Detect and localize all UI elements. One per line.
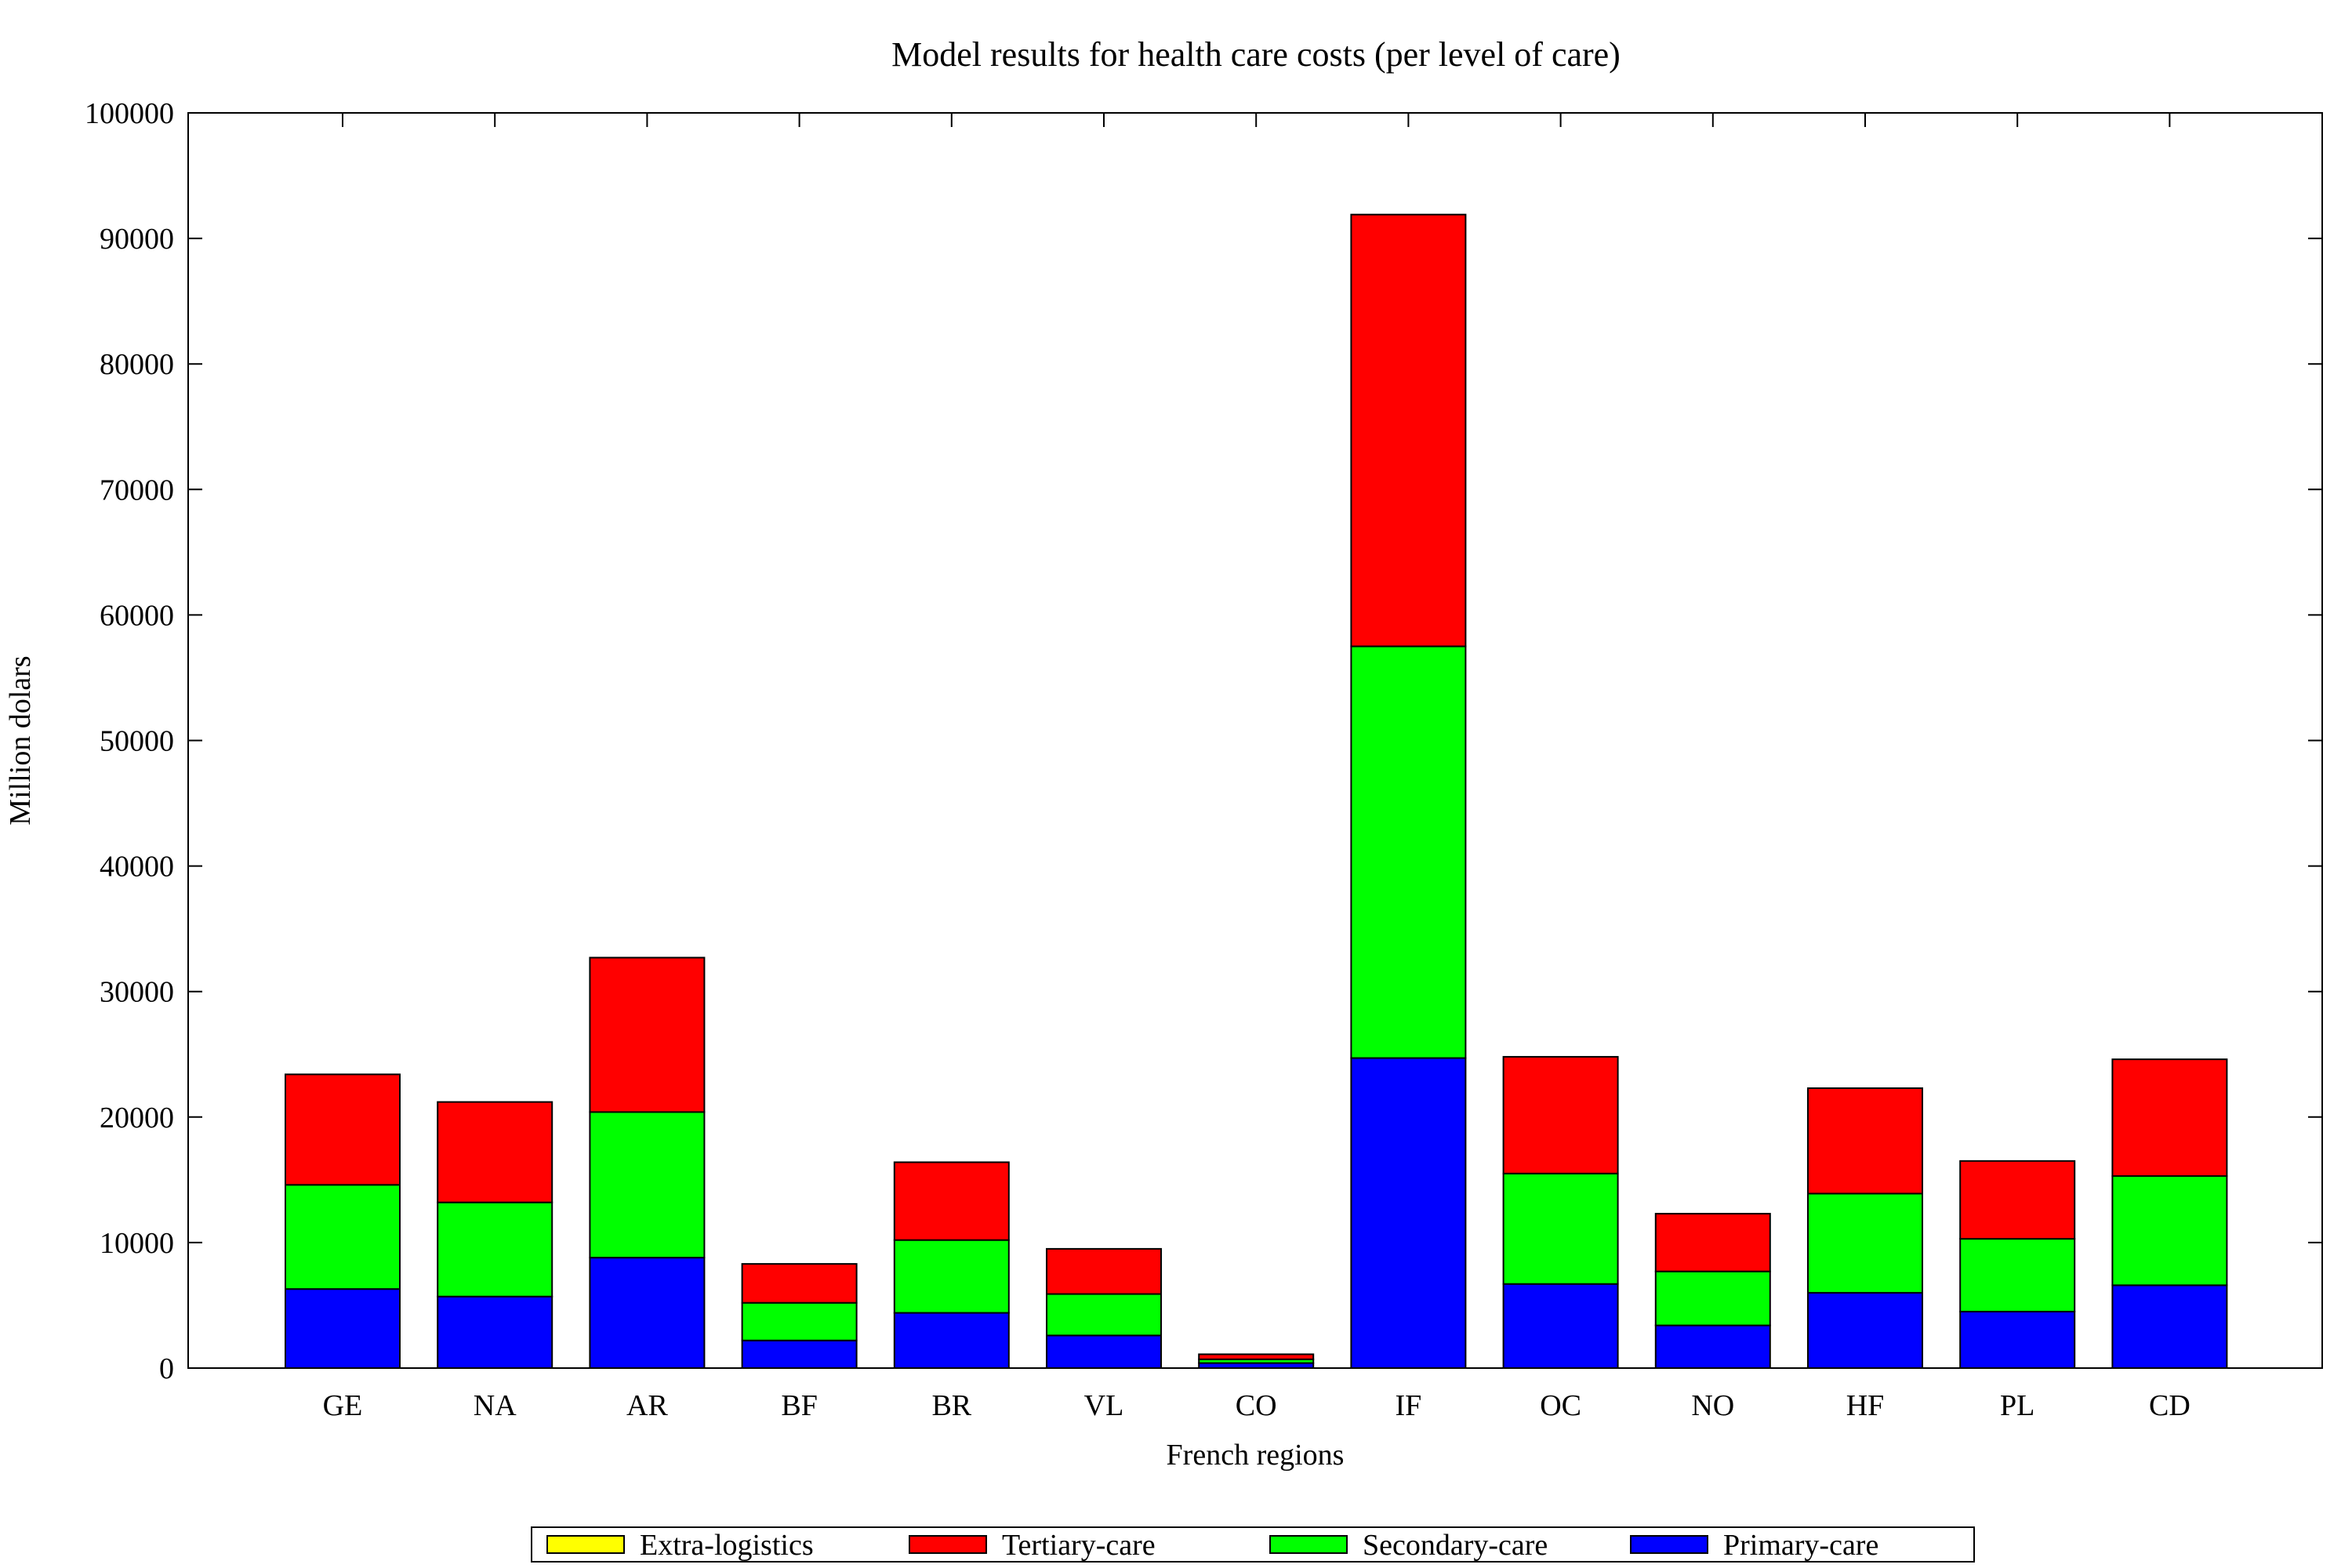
y-tick-label: 30000 <box>100 976 174 1009</box>
bar-vl-tertiary-care <box>1046 1247 1162 1295</box>
bar-br-tertiary-care <box>893 1161 1010 1241</box>
plot-area-frame <box>187 112 2323 1369</box>
bar-if-secondary-care <box>1350 645 1467 1059</box>
bar-hf-secondary-care <box>1807 1192 1923 1294</box>
bar-na-tertiary-care <box>437 1101 554 1203</box>
legend-swatch-primary-care <box>1630 1535 1708 1554</box>
bar-na-primary-care <box>437 1295 554 1370</box>
x-tick-label-na: NA <box>474 1389 517 1422</box>
y-tick-label: 40000 <box>100 851 174 884</box>
x-tick-label-br: BR <box>931 1389 971 1422</box>
y-tick-label: 20000 <box>100 1102 174 1134</box>
legend-label-extra-logistics: Extra-logistics <box>640 1529 814 1562</box>
x-tick-label-no: NO <box>1691 1389 1734 1422</box>
bar-cd-tertiary-care <box>2111 1058 2228 1178</box>
bar-br-secondary-care <box>893 1239 1010 1314</box>
bar-no-secondary-care <box>1654 1270 1771 1327</box>
bar-pl-tertiary-care <box>1959 1160 2076 1240</box>
legend: Extra-logistics Tertiary-care Secondary-ca… <box>531 1526 1975 1563</box>
x-tick-label-ar: AR <box>626 1389 668 1422</box>
bar-no-primary-care <box>1654 1324 1771 1370</box>
bar-vl-primary-care <box>1046 1334 1162 1370</box>
legend-swatch-tertiary-care <box>909 1535 987 1554</box>
legend-swatch-secondary-care <box>1269 1535 1348 1554</box>
bar-co-tertiary-care <box>1198 1353 1315 1360</box>
bar-pl-secondary-care <box>1959 1238 2076 1312</box>
bar-oc-primary-care <box>1502 1283 1619 1370</box>
bars <box>285 213 2228 1370</box>
legend-swatch-extra-logistics <box>546 1535 625 1554</box>
bar-no-tertiary-care <box>1654 1213 1771 1272</box>
bar-na-secondary-care <box>437 1201 554 1298</box>
bar-bf-primary-care <box>741 1339 858 1369</box>
y-axis-label: Million dolars <box>4 655 37 825</box>
bar-oc-tertiary-care <box>1502 1055 1619 1174</box>
bar-oc-secondary-care <box>1502 1172 1619 1285</box>
bar-bf-secondary-care <box>741 1301 858 1341</box>
x-tick-label-vl: VL <box>1084 1389 1124 1422</box>
bar-ge-primary-care <box>285 1288 401 1369</box>
bar-br-primary-care <box>893 1312 1010 1370</box>
legend-label-primary-care: Primary-care <box>1723 1529 1878 1562</box>
x-tick-label-pl: PL <box>2000 1389 2034 1422</box>
y-tick-label: 90000 <box>100 223 174 256</box>
x-tick-label-bf: BF <box>781 1389 817 1422</box>
bar-ge-tertiary-care <box>285 1073 401 1186</box>
x-tick-label-cd: CD <box>2149 1389 2190 1422</box>
bar-if-primary-care <box>1350 1057 1467 1369</box>
bar-ar-tertiary-care <box>589 956 706 1113</box>
y-tick-label: 80000 <box>100 348 174 381</box>
bar-ge-secondary-care <box>285 1184 401 1290</box>
bar-ar-secondary-care <box>589 1111 706 1259</box>
y-tick-label: 70000 <box>100 474 174 506</box>
chart-title: Model results for health care costs (per… <box>891 35 1621 74</box>
x-tick-label-if: IF <box>1396 1389 1422 1422</box>
x-tick-label-oc: OC <box>1540 1389 1581 1422</box>
legend-frame <box>531 1526 1975 1563</box>
y-tick-label: 50000 <box>100 725 174 758</box>
x-tick-label-hf: HF <box>1846 1389 1885 1422</box>
y-tick-label: 100000 <box>85 97 174 130</box>
bar-vl-secondary-care <box>1046 1293 1162 1337</box>
legend-label-secondary-care: Secondary-care <box>1363 1529 1548 1562</box>
y-tick-label: 10000 <box>100 1227 174 1260</box>
y-tick-label: 0 <box>159 1352 174 1385</box>
bar-cd-primary-care <box>2111 1284 2228 1369</box>
bar-hf-primary-care <box>1807 1291 1923 1369</box>
bar-hf-tertiary-care <box>1807 1087 1923 1195</box>
bar-ar-primary-care <box>589 1257 706 1370</box>
bar-pl-primary-care <box>1959 1310 2076 1369</box>
x-axis-label: French regions <box>1167 1439 1345 1472</box>
x-tick-label-ge: GE <box>323 1389 363 1422</box>
bar-cd-secondary-care <box>2111 1175 2228 1287</box>
legend-label-tertiary-care: Tertiary-care <box>1002 1529 1156 1562</box>
bar-bf-tertiary-care <box>741 1263 858 1304</box>
bar-if-tertiary-care <box>1350 213 1467 648</box>
y-axis-ticks: 0 10000 20000 30000 40000 50000 60000 70000 8000… <box>85 97 2322 1385</box>
y-tick-label: 60000 <box>100 599 174 632</box>
x-tick-label-co: CO <box>1236 1389 1277 1422</box>
